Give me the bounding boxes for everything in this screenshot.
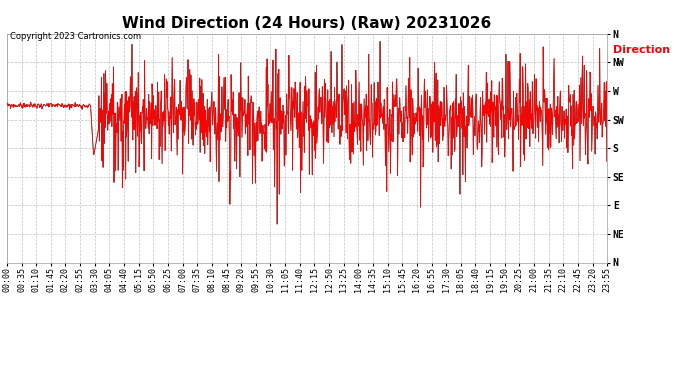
Text: Direction: Direction [613,45,670,55]
Text: Copyright 2023 Cartronics.com: Copyright 2023 Cartronics.com [10,32,141,41]
Title: Wind Direction (24 Hours) (Raw) 20231026: Wind Direction (24 Hours) (Raw) 20231026 [122,16,492,31]
